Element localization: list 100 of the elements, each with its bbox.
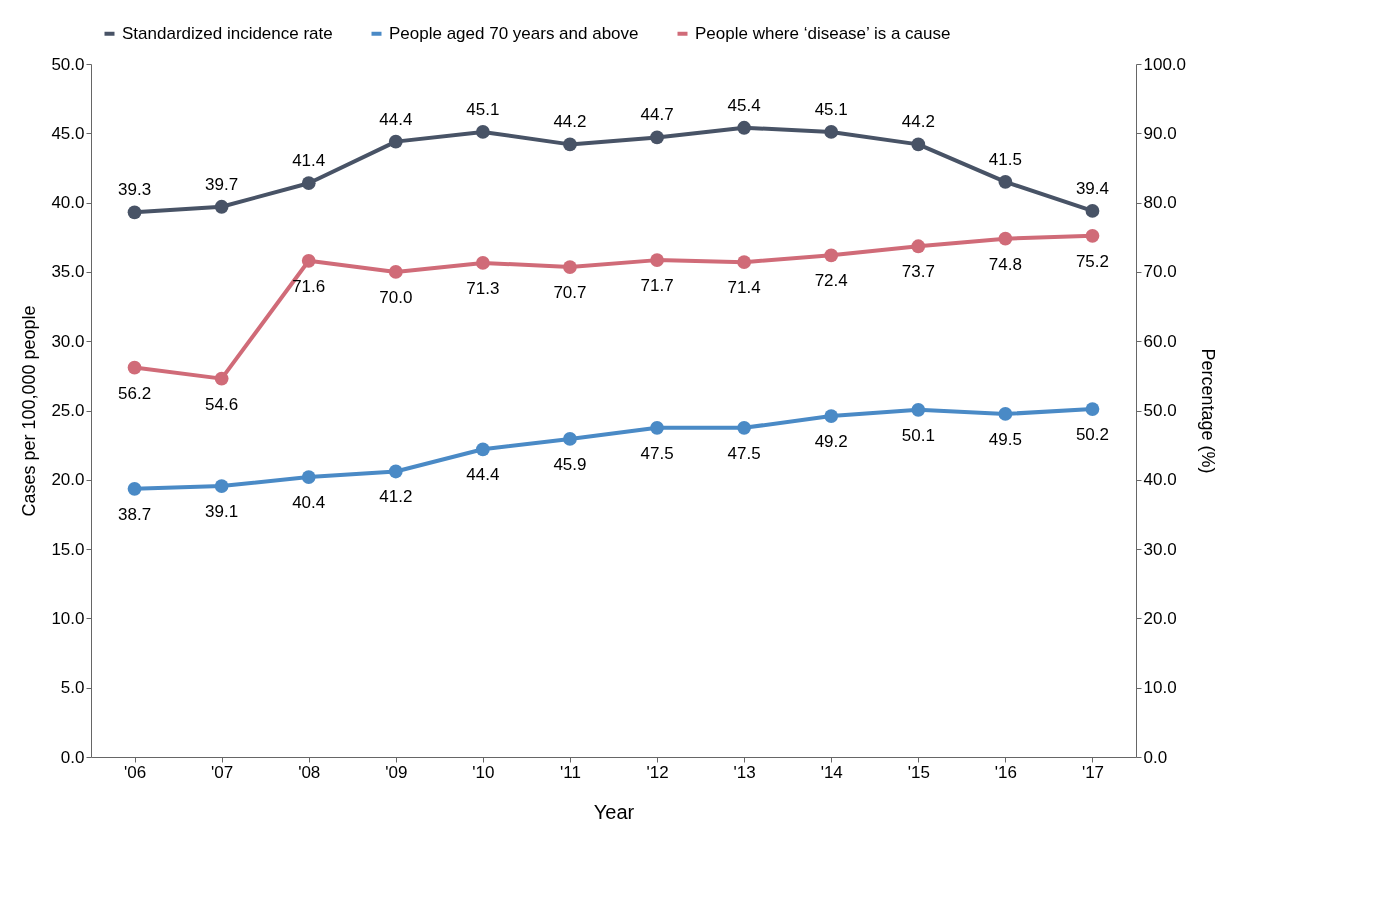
legend-label: People where ‘disease’ is a cause (695, 23, 951, 43)
y2-tick-label: 80.0 (1143, 193, 1177, 213)
point (214, 199, 229, 214)
x-tick-label: '14 (820, 762, 843, 782)
x-tick-label: '07 (211, 762, 234, 782)
point (563, 432, 577, 446)
data-label: 70.0 (379, 287, 413, 307)
data-label: 39.7 (205, 174, 239, 194)
data-label: 71.7 (640, 276, 674, 296)
data-label: 44.2 (901, 112, 935, 132)
y2-tick-label: 100.0 (1143, 54, 1187, 74)
x-tick-label: '15 (907, 762, 930, 782)
point (650, 420, 664, 435)
data-label: 45.9 (553, 454, 587, 474)
point (998, 407, 1013, 421)
point (388, 464, 403, 479)
x-tick-label: '12 (646, 762, 669, 782)
y2-tick-label: 50.0 (1143, 401, 1177, 420)
x-tick-label: '08 (298, 762, 321, 782)
data-label: 49.2 (814, 432, 848, 452)
y-tick-label: 50.0 (51, 54, 85, 74)
point (127, 360, 142, 375)
data-label: 40.4 (292, 493, 326, 513)
y-tick-label: 30.0 (51, 331, 85, 351)
point (737, 255, 752, 270)
y2-tick-label: 30.0 (1143, 539, 1177, 559)
y-tick-label: 10.0 (51, 608, 85, 628)
y-axis-title: Cases per 100,000 people (19, 305, 40, 517)
data-label: 71.6 (292, 276, 326, 296)
y-tick-label: 0.0 (60, 747, 85, 767)
x-tick-label: '09 (385, 762, 408, 782)
y2-tick-label: 60.0 (1143, 331, 1177, 351)
point (214, 371, 229, 386)
data-label: 47.5 (727, 443, 761, 463)
data-label: 44.7 (640, 105, 674, 125)
data-label: 74.8 (988, 254, 1022, 274)
legend-label: Standardized incidence rate (122, 23, 333, 43)
point (911, 402, 926, 417)
point (824, 409, 839, 423)
data-label: 75.2 (1075, 251, 1110, 271)
x-tick-label: '17 (1081, 762, 1105, 782)
y-tick-label: 25.0 (51, 401, 85, 420)
x-tick-label: '10 (472, 762, 495, 782)
point (650, 130, 664, 145)
point (301, 253, 316, 268)
point (911, 137, 926, 152)
y-tick-label: 5.0 (60, 678, 85, 698)
data-label: 73.7 (901, 262, 935, 282)
point (998, 174, 1013, 189)
point (998, 231, 1013, 246)
data-label: 71.3 (466, 278, 500, 298)
point (1085, 402, 1100, 416)
point (301, 176, 316, 191)
y2-axis-title: Percentage (%) (1198, 348, 1219, 474)
point (563, 260, 577, 274)
point (214, 479, 229, 493)
y-tick-label: 15.0 (51, 539, 85, 559)
x-tick-label: '11 (560, 762, 581, 782)
data-label: 72.4 (814, 271, 848, 291)
data-label: 45.1 (814, 99, 848, 119)
point (563, 137, 577, 152)
y-tick-label: 45.0 (51, 123, 85, 143)
point (824, 125, 839, 139)
point (911, 239, 926, 254)
point (301, 470, 316, 484)
y2-tick-label: 20.0 (1143, 608, 1177, 628)
data-label: 56.2 (117, 383, 152, 403)
data-label: 44.4 (379, 109, 413, 129)
y-tick-label: 20.0 (51, 470, 85, 490)
data-label: 71.4 (727, 278, 761, 298)
data-label: 45.4 (727, 95, 761, 115)
point (127, 481, 142, 496)
point (650, 253, 664, 267)
point (388, 265, 403, 279)
y-tick-label: 35.0 (51, 262, 85, 282)
point (388, 134, 403, 149)
point (475, 442, 490, 457)
data-label: 50.2 (1075, 425, 1110, 445)
point (737, 420, 752, 435)
legend-label: People aged 70 years and above (389, 23, 639, 43)
x-tick-label: '16 (994, 762, 1017, 782)
point (737, 120, 752, 135)
data-label: 47.5 (640, 443, 674, 463)
x-tick-label: '06 (123, 762, 147, 782)
point (1085, 228, 1100, 243)
data-label: 44.4 (466, 465, 500, 485)
data-label: 44.2 (553, 112, 587, 132)
y2-tick-label: 90.0 (1143, 123, 1177, 143)
data-label: 54.6 (205, 394, 239, 414)
data-label: 38.7 (117, 504, 152, 524)
y2-tick-label: 10.0 (1143, 678, 1177, 698)
data-label: 39.1 (205, 502, 239, 522)
data-label: 41.5 (988, 149, 1022, 169)
data-label: 45.1 (466, 99, 500, 119)
x-tick-label: '13 (733, 762, 756, 782)
data-label: 39.3 (117, 180, 152, 200)
point (1085, 204, 1100, 218)
data-label: 50.1 (901, 425, 935, 445)
point (824, 248, 839, 263)
y-tick-label: 40.0 (51, 193, 85, 213)
